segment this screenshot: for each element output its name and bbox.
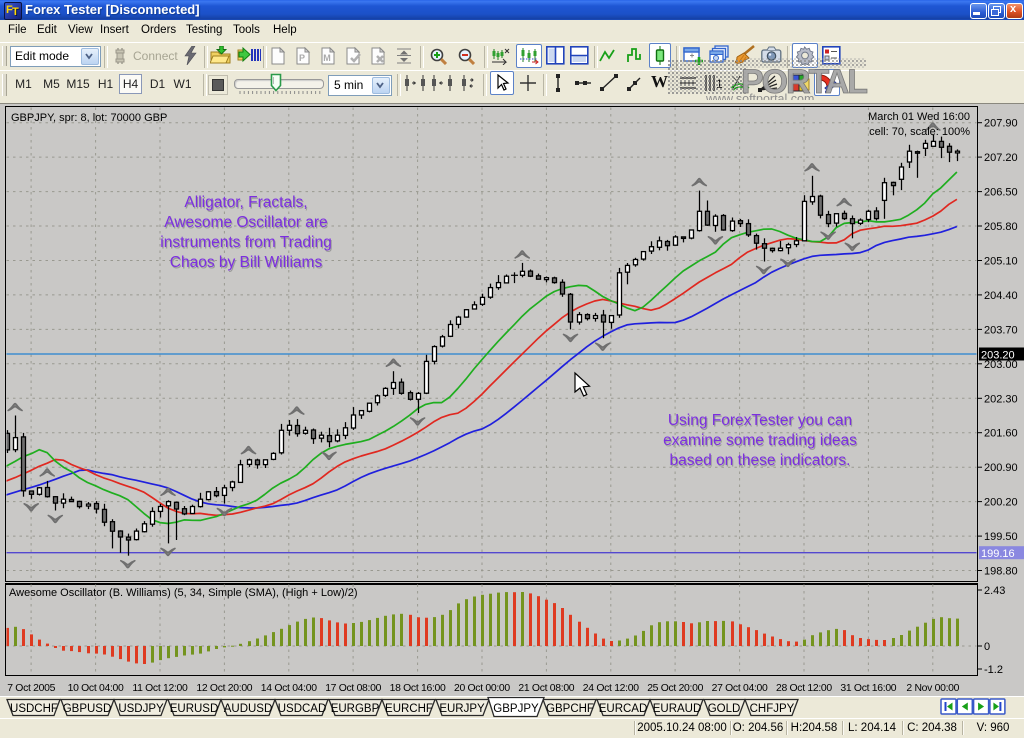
svg-text:USDJPY: USDJPY (118, 703, 164, 715)
svg-text:205.80: 205.80 (984, 221, 1018, 233)
svg-text:21 Oct 08:00: 21 Oct 08:00 (518, 683, 574, 694)
svg-text:USDCAD: USDCAD (278, 703, 327, 715)
svg-text:7 Oct 2005: 7 Oct 2005 (7, 683, 55, 694)
svg-text:PORTAL: PORTAL (741, 63, 868, 101)
svg-text:207.90: 207.90 (984, 118, 1018, 130)
svg-text:24 Oct 12:00: 24 Oct 12:00 (583, 683, 639, 694)
svg-text:2005.10.24 08:00: 2005.10.24 08:00 (637, 722, 727, 734)
svg-text:M: M (323, 53, 331, 63)
svg-text:AUDUSD: AUDUSD (224, 703, 273, 715)
svg-text:199.16: 199.16 (981, 548, 1015, 560)
svg-text:203.70: 203.70 (984, 324, 1018, 336)
svg-text:200.90: 200.90 (984, 462, 1018, 474)
svg-text:GBPUSD: GBPUSD (63, 703, 112, 715)
svg-text:205.10: 205.10 (984, 255, 1018, 267)
svg-text:EURAUD: EURAUD (653, 703, 702, 715)
svg-text:18 Oct 16:00: 18 Oct 16:00 (390, 683, 446, 694)
svg-text:27 Oct 04:00: 27 Oct 04:00 (712, 683, 768, 694)
svg-text:Alligator, Fractals,: Alligator, Fractals, (185, 196, 308, 213)
svg-text:USDCHF: USDCHF (10, 703, 58, 715)
svg-text:P: P (299, 53, 305, 63)
svg-text:14 Oct 04:00: 14 Oct 04:00 (261, 683, 317, 694)
svg-text:Awesome Oscillator are: Awesome Oscillator are (165, 216, 328, 233)
svg-text:EURCHF: EURCHF (385, 703, 433, 715)
svg-text:GOLD: GOLD (708, 703, 741, 715)
svg-text:Using ForexTester you can: Using ForexTester you can (668, 412, 852, 429)
svg-text:12 Oct 20:00: 12 Oct 20:00 (196, 683, 252, 694)
svg-text:31 Oct 16:00: 31 Oct 16:00 (840, 683, 896, 694)
svg-text:C: 204.38: C: 204.38 (907, 722, 957, 734)
svg-text:EURUSD: EURUSD (170, 703, 219, 715)
svg-text:207.20: 207.20 (984, 152, 1018, 164)
svg-text:10 Oct 04:00: 10 Oct 04:00 (68, 683, 124, 694)
svg-text:GBPCHF: GBPCHF (546, 703, 594, 715)
svg-text:Alligator, Fractals,: Alligator, Fractals, (184, 194, 307, 211)
svg-text:203.00: 203.00 (984, 359, 1018, 371)
svg-text:198.80: 198.80 (984, 566, 1018, 578)
svg-text:EURJPY: EURJPY (439, 703, 485, 715)
svg-text:cell: 70, scale: 100%: cell: 70, scale: 100% (869, 126, 970, 138)
svg-text:EURGBP: EURGBP (331, 703, 380, 715)
svg-text:25 Oct 20:00: 25 Oct 20:00 (647, 683, 703, 694)
svg-text:203.20: 203.20 (981, 350, 1015, 362)
svg-text:based on these indicators.: based on these indicators. (670, 452, 851, 469)
svg-text:-1.2: -1.2 (984, 664, 1003, 676)
svg-text:202.30: 202.30 (984, 393, 1018, 405)
svg-text:L: 204.14: L: 204.14 (848, 722, 897, 734)
svg-text:199.50: 199.50 (984, 531, 1018, 543)
svg-text:206.50: 206.50 (984, 187, 1018, 199)
svg-text:CHFJPY: CHFJPY (750, 703, 795, 715)
svg-text:Using ForexTester you can: Using ForexTester you can (669, 414, 853, 431)
svg-text:instruments from Trading: instruments from Trading (160, 234, 331, 251)
svg-text:V: 960: V: 960 (977, 722, 1010, 734)
svg-text:20 Oct 00:00: 20 Oct 00:00 (454, 683, 510, 694)
svg-text:204.40: 204.40 (984, 290, 1018, 302)
svg-text:0: 0 (984, 641, 990, 653)
svg-text:examine some trading ideas: examine some trading ideas (664, 434, 858, 451)
svg-text:H:204.58: H:204.58 (791, 722, 838, 734)
svg-text:based on these indicators.: based on these indicators. (671, 454, 852, 471)
svg-text:2.43: 2.43 (984, 585, 1005, 597)
svg-text:Chaos by Bill Williams: Chaos by Bill Williams (171, 256, 324, 273)
svg-text:201.60: 201.60 (984, 428, 1018, 440)
svg-text:2 Nov 00:00: 2 Nov 00:00 (906, 683, 959, 694)
svg-text:instruments from Trading: instruments from Trading (161, 236, 332, 253)
svg-text:GBPJPY: GBPJPY (493, 703, 539, 715)
svg-text:17 Oct 08:00: 17 Oct 08:00 (325, 683, 381, 694)
svg-text:28 Oct 12:00: 28 Oct 12:00 (776, 683, 832, 694)
svg-text:examine some trading ideas: examine some trading ideas (663, 432, 857, 449)
svg-text:GBPJPY, spr: 8, lot: 70000 GBP: GBPJPY, spr: 8, lot: 70000 GBP (11, 112, 167, 124)
svg-text:Awesome Oscillator are: Awesome Oscillator are (164, 214, 327, 231)
svg-text:11 Oct 12:00: 11 Oct 12:00 (132, 683, 188, 694)
svg-text:March 01 Wed 16:00: March 01 Wed 16:00 (868, 111, 970, 123)
svg-text:O: 204.56: O: 204.56 (733, 722, 784, 734)
svg-text:Chaos by Bill Williams: Chaos by Bill Williams (170, 254, 323, 271)
svg-text:EURCAD: EURCAD (599, 703, 648, 715)
svg-text:Awesome Oscillator (B. William: Awesome Oscillator (B. Williams) (5, 34,… (9, 587, 358, 599)
svg-text:200.20: 200.20 (984, 497, 1018, 509)
